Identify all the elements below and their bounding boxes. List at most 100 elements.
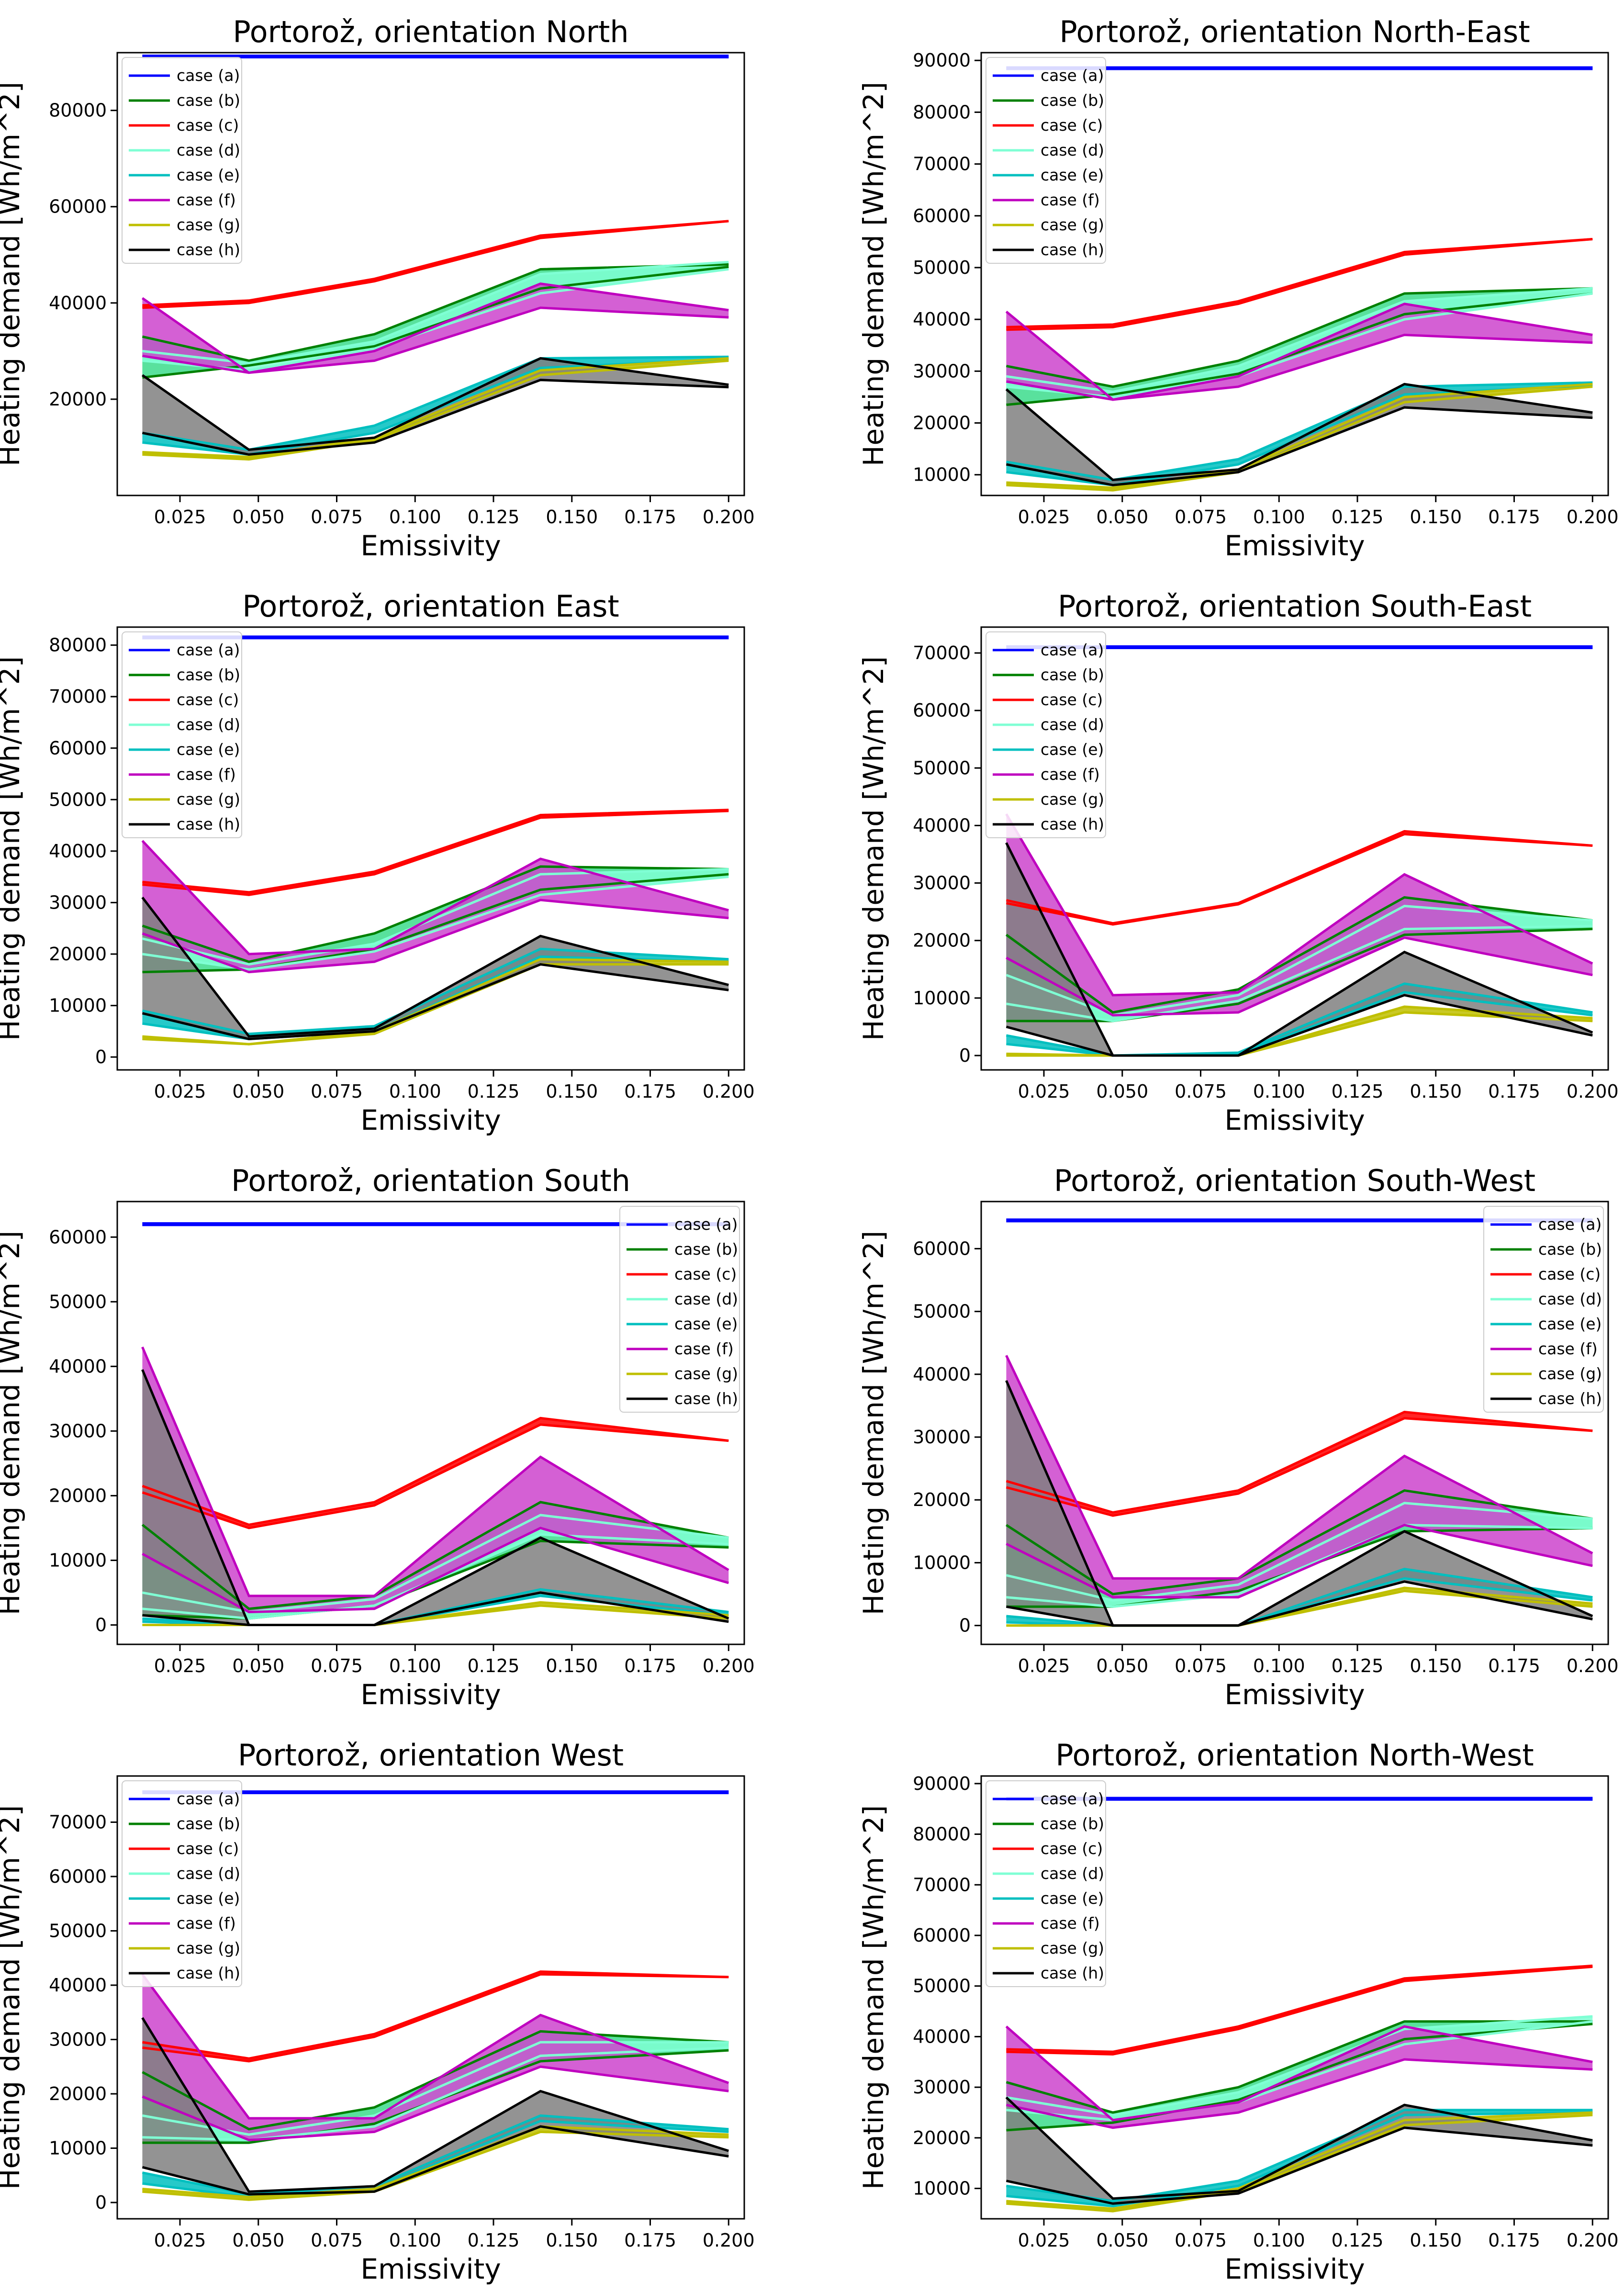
x-tick-label: 0.100 (389, 506, 441, 528)
x-tick-label: 0.075 (1175, 1655, 1227, 1676)
plot-area (1005, 1218, 1593, 1627)
series-line (142, 2041, 729, 2136)
y-tick-label: 10000 (49, 995, 107, 1016)
x-tick-label: 0.200 (1567, 1081, 1619, 1102)
y-tick-label: 80000 (913, 1824, 971, 1845)
series-line (1005, 813, 1593, 997)
x-tick-label: 0.100 (1253, 1081, 1305, 1102)
y-tick-label: 20000 (913, 930, 971, 951)
x-tick-label: 0.050 (232, 506, 284, 528)
legend-entry: case (g) (1041, 1939, 1104, 1957)
series-line (1006, 381, 1593, 482)
x-tick-label: 0.150 (1410, 2230, 1462, 2251)
y-tick-label: 0 (95, 2192, 107, 2213)
y-tick-label: 30000 (913, 873, 971, 894)
y-tick-label: 30000 (49, 1420, 107, 1441)
series-line (1006, 237, 1593, 331)
series-line (142, 809, 729, 894)
series-line (142, 963, 729, 1045)
series-band (142, 2115, 729, 2197)
x-tick-label: 0.075 (311, 506, 363, 528)
x-tick-label: 0.025 (154, 506, 206, 528)
series-band (1006, 1380, 1593, 1626)
legend: case (a) case (b) case (c) case (d) case (e)… (986, 57, 1106, 264)
y-tick-label: 70000 (913, 642, 971, 663)
x-tick-label: 0.125 (1332, 1081, 1384, 1102)
series-line (142, 1527, 729, 1613)
series-line (1005, 2096, 1593, 2200)
x-tick-label: 0.200 (1567, 1655, 1619, 1676)
legend-entry: case (h) (177, 240, 240, 259)
legend-entry: case (g) (177, 790, 240, 809)
legend-entry: case (e) (177, 740, 240, 759)
legend-entry: case (e) (1041, 740, 1104, 759)
legend: case (a) case (b) case (c) case (d) case (e)… (122, 1780, 242, 1987)
x-tick-label: 0.050 (1096, 1081, 1148, 1102)
y-tick-label: 70000 (49, 686, 107, 707)
y-tick-label: 30000 (49, 2029, 107, 2050)
series-line (1006, 991, 1593, 1057)
y-tick-label: 20000 (49, 1485, 107, 1506)
y-tick-label: 10000 (913, 988, 971, 1009)
y-tick-label: 20000 (913, 413, 971, 434)
legend-box (122, 1780, 242, 1987)
y-tick-label: 40000 (49, 292, 107, 314)
x-tick-label: 0.050 (1096, 506, 1148, 528)
legend-entry: case (h) (674, 1389, 738, 1408)
y-tick-label: 0 (959, 1615, 971, 1636)
series-line (1006, 2058, 1593, 2129)
y-tick-label: 80000 (49, 100, 107, 121)
legend-entry: case (b) (1538, 1240, 1602, 1259)
y-tick-label: 80000 (913, 101, 971, 123)
axes-frame (116, 626, 745, 1071)
chart-panel-7: Portorož, orientation North-West 0.025 0.0… (857, 1738, 1619, 2285)
y-tick-label: 0 (95, 1614, 107, 1635)
x-axis-label: Emissivity (1224, 2253, 1365, 2285)
y-axis-label: Heating demand [Wh/m^2] (0, 1805, 26, 2190)
y-tick-label: 40000 (49, 1975, 107, 1996)
x-tick-label: 0.100 (1253, 506, 1305, 528)
x-tick-label: 0.025 (154, 2230, 206, 2251)
legend-entry: case (c) (1041, 116, 1103, 135)
plot-area (1005, 66, 1593, 492)
y-axis-label: Heating demand [Wh/m^2] (857, 82, 890, 466)
x-tick-label: 0.150 (1410, 1081, 1462, 1102)
chart-title: Portorož, orientation West (238, 1738, 624, 1773)
y-axis-label: Heating demand [Wh/m^2] (0, 82, 26, 466)
legend-entry: case (b) (674, 1240, 738, 1259)
legend-entry: case (d) (1041, 141, 1104, 159)
series-line (1006, 2020, 1593, 2114)
series-line (142, 306, 729, 374)
y-tick-label: 30000 (49, 892, 107, 913)
chart-panel-3: Portorož, orientation South-East 0.025 0.0… (857, 589, 1619, 1136)
y-tick-label: 70000 (913, 154, 971, 175)
series-line (1005, 303, 1593, 401)
chart-title: Portorož, orientation South-East (1058, 589, 1532, 624)
series-line (1006, 1524, 1593, 1599)
x-tick-label: 0.100 (389, 2230, 441, 2251)
series-line (142, 2046, 729, 2141)
x-tick-label: 0.100 (1253, 1655, 1305, 1676)
legend-entry: case (h) (1041, 1964, 1104, 1982)
legend-entry: case (h) (177, 1964, 240, 1982)
y-tick-label: 20000 (49, 2083, 107, 2104)
chart-title: Portorož, orientation South (231, 1163, 630, 1198)
x-tick-label: 0.175 (624, 506, 676, 528)
x-tick-label: 0.025 (1018, 506, 1070, 528)
y-tick-label: 40000 (913, 815, 971, 836)
x-tick-label: 0.050 (1096, 1655, 1148, 1676)
series-line (1006, 2111, 1593, 2208)
x-axis-label: Emissivity (360, 1104, 501, 1136)
y-tick-label: 20000 (913, 1489, 971, 1510)
legend-entry: case (e) (177, 166, 240, 184)
x-tick-label: 0.200 (703, 1655, 755, 1676)
y-tick-label: 20000 (49, 389, 107, 410)
legend-entry: case (b) (177, 1814, 240, 1833)
y-tick-label: 0 (959, 1045, 971, 1066)
legend-entry: case (f) (674, 1339, 734, 1358)
legend: case (a) case (b) case (c) case (d) case (e)… (122, 631, 242, 838)
series-line (141, 357, 729, 451)
chart-title: Portorož, orientation North-East (1059, 14, 1530, 49)
chart-panel-1: Portorož, orientation North-East 0.025 0.0… (857, 14, 1619, 562)
x-tick-label: 0.200 (703, 1081, 755, 1102)
